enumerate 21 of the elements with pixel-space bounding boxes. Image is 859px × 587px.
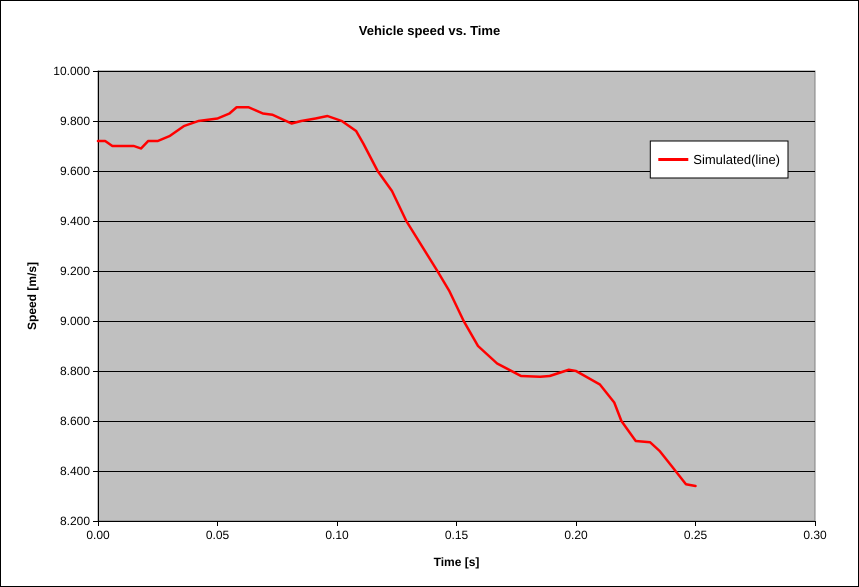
x-tick-label: 0.10 xyxy=(325,528,349,542)
y-tick-label: 9.000 xyxy=(60,314,90,328)
y-tick-label: 9.800 xyxy=(60,114,90,128)
legend-label: Simulated(line) xyxy=(693,152,780,167)
y-tick-label: 8.600 xyxy=(60,414,90,428)
y-tick-label: 9.600 xyxy=(60,164,90,178)
x-tick-label: 0.15 xyxy=(444,528,468,542)
y-tick-label: 8.800 xyxy=(60,364,90,378)
x-tick-label: 0.05 xyxy=(206,528,230,542)
x-tick-label: 0.20 xyxy=(564,528,588,542)
x-tick-label: 0.30 xyxy=(803,528,827,542)
x-tick-label: 0.25 xyxy=(684,528,708,542)
chart-title: Vehicle speed vs. Time xyxy=(358,23,500,38)
y-tick-label: 9.400 xyxy=(60,214,90,228)
y-tick-label: 10.000 xyxy=(53,64,90,78)
y-tick-label: 8.200 xyxy=(60,514,90,528)
y-tick-label: 8.400 xyxy=(60,464,90,478)
y-tick-label: 9.200 xyxy=(60,264,90,278)
x-tick-label: 0.00 xyxy=(86,528,110,542)
x-axis-title: Time [s] xyxy=(434,555,480,569)
y-axis-title: Speed [m/s] xyxy=(25,262,39,330)
